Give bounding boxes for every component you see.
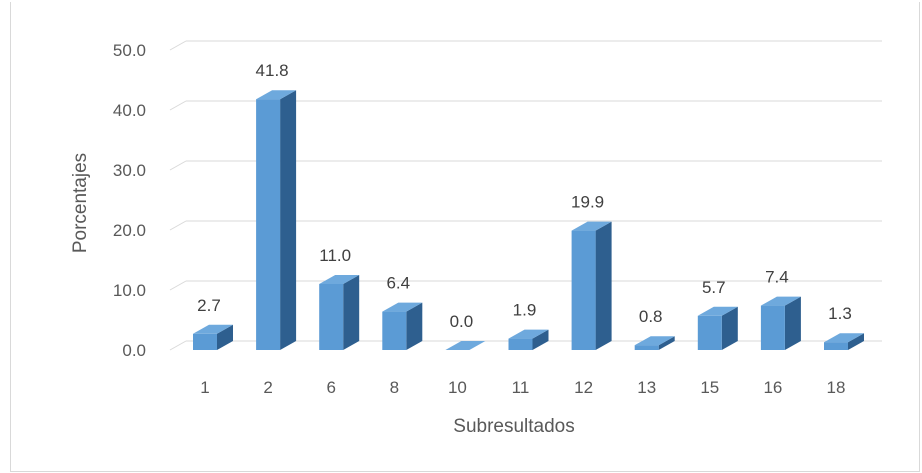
x-tick-label: 11 — [512, 378, 530, 397]
bar-side — [343, 275, 360, 350]
y-tick-label: 0.0 — [122, 341, 146, 360]
bar-2 — [256, 90, 297, 350]
x-tick-label: 15 — [700, 378, 719, 397]
bar-18 — [824, 333, 864, 350]
y-tick-label: 30.0 — [113, 161, 146, 180]
x-tick-label: 13 — [637, 378, 656, 397]
bar-12 — [571, 221, 612, 350]
grid-line-depth — [169, 280, 187, 291]
bar-top — [634, 336, 675, 346]
bar-16 — [760, 296, 801, 350]
x-tick-label: 8 — [390, 378, 399, 397]
data-label: 1.3 — [828, 304, 852, 323]
bar-side — [784, 296, 801, 350]
data-label: 6.4 — [386, 274, 410, 293]
data-label: 7.4 — [765, 268, 789, 287]
bar-front — [824, 342, 848, 350]
bar-top — [382, 302, 423, 312]
bar-front — [697, 315, 722, 350]
bar-15 — [697, 306, 738, 350]
bar-front — [508, 338, 533, 350]
grid-lines — [169, 40, 882, 351]
bar-top — [824, 333, 864, 343]
y-tick-label: 40.0 — [113, 101, 146, 120]
bar-top — [256, 90, 297, 100]
bar-side — [595, 221, 612, 350]
bar-11 — [508, 329, 549, 350]
bar-front — [382, 311, 407, 350]
grid-line-depth — [169, 40, 187, 51]
x-tick-label: 1 — [200, 378, 209, 397]
x-tick-label: 12 — [574, 378, 593, 397]
chart-frame — [10, 2, 920, 472]
bar-top — [445, 341, 486, 350]
x-tick-label: 10 — [448, 378, 467, 397]
data-label: 0.8 — [639, 307, 663, 326]
data-label: 19.9 — [571, 193, 604, 212]
bar-side — [406, 302, 423, 350]
bar-side — [721, 306, 738, 350]
bar-front — [193, 333, 217, 350]
x-tick-label: 16 — [763, 378, 782, 397]
bar-top — [508, 329, 549, 339]
bar-front — [760, 305, 785, 350]
bar-front — [256, 99, 281, 350]
bar-13 — [634, 336, 675, 350]
bar-1 — [193, 324, 233, 350]
bar-side — [658, 336, 675, 350]
bar-front — [634, 345, 659, 350]
y-tick-label: 20.0 — [113, 221, 146, 240]
bar-10 — [445, 341, 486, 350]
bar-side — [280, 90, 297, 350]
bars — [193, 90, 864, 350]
bar-8 — [382, 302, 423, 350]
y-axis-title: Porcentajes — [70, 153, 91, 253]
bar-top — [697, 306, 738, 316]
bar-top — [760, 296, 801, 306]
data-label: 2.7 — [197, 296, 221, 315]
grid-line-depth — [169, 220, 187, 231]
data-label: 5.7 — [702, 278, 726, 297]
bar-front — [319, 284, 344, 350]
x-tick-label: 6 — [326, 378, 335, 397]
bar-side — [217, 324, 233, 350]
bar-side — [848, 333, 864, 350]
data-label: 11.0 — [319, 246, 351, 265]
bar-side — [532, 329, 549, 350]
x-tick-label: 2 — [263, 378, 272, 397]
bar-top — [319, 275, 360, 284]
bar-top — [571, 221, 612, 231]
x-tick-label: 18 — [827, 378, 846, 397]
x-axis-title: Subresultados — [453, 416, 574, 437]
y-tick-label: 50.0 — [113, 41, 146, 60]
bar-6 — [319, 275, 360, 350]
y-axis-ticks: 0.0 10.0 20.0 30.0 40.0 50.0 — [113, 41, 146, 360]
grid-line-depth — [169, 340, 187, 351]
data-label: 0.0 — [450, 312, 474, 331]
data-labels: 2.7 41.8 11.0 6.4 0.0 1.9 19.9 0.8 5.7 7.4 1.3 — [197, 61, 852, 331]
bar-top — [193, 324, 233, 334]
data-label: 1.9 — [513, 301, 537, 320]
x-axis-ticks: 1 2 6 8 10 11 12 13 15 16 18 — [200, 378, 845, 397]
grid-line-depth — [169, 160, 187, 171]
grid-line-depth — [169, 100, 187, 111]
y-tick-label: 10.0 — [113, 281, 146, 300]
data-label: 41.8 — [256, 61, 289, 80]
bar-front — [571, 230, 596, 350]
